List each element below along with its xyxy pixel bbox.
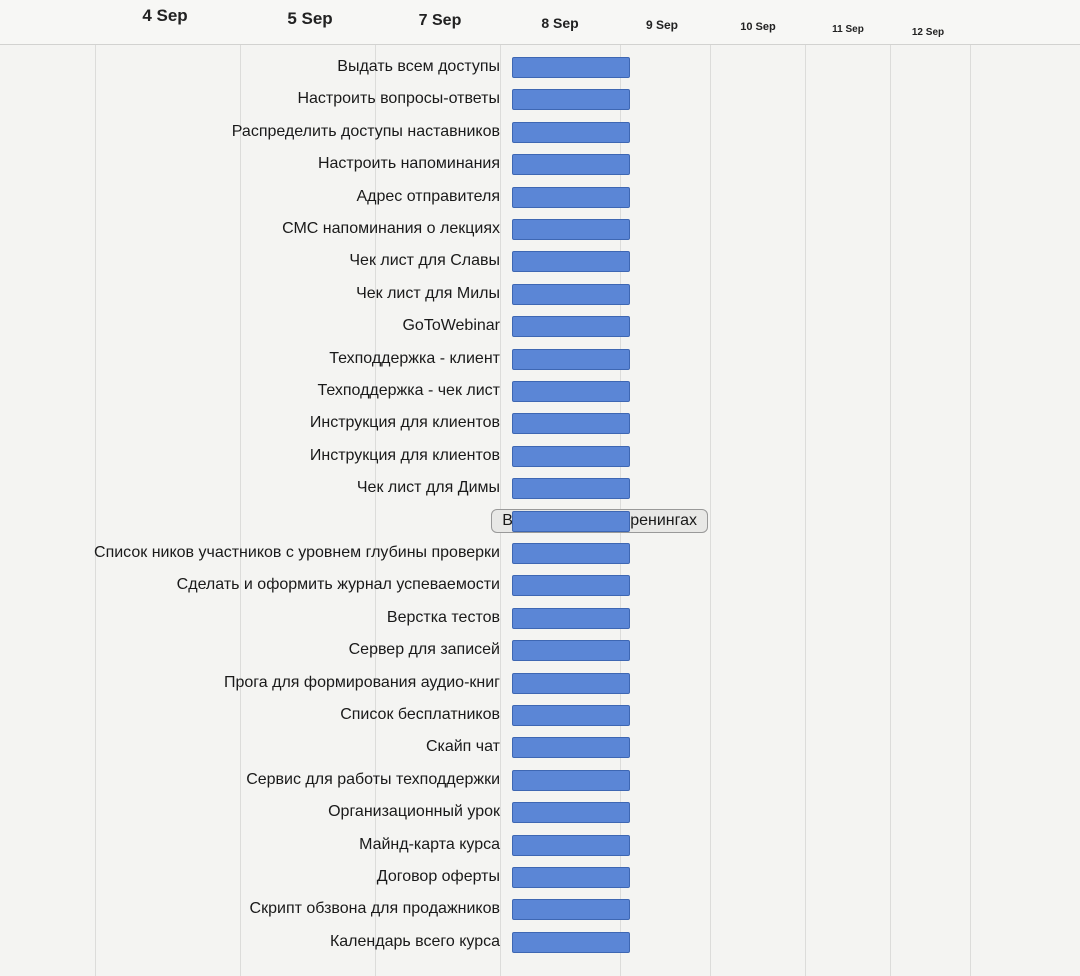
- task-bar[interactable]: [512, 381, 630, 402]
- task-bar[interactable]: [512, 445, 630, 467]
- task-name[interactable]: СМС напоминания о лекциях: [282, 220, 500, 237]
- date-label: 10 Sep: [740, 21, 776, 33]
- task-bar[interactable]: [512, 348, 630, 370]
- task-bar[interactable]: [512, 57, 630, 78]
- task-name[interactable]: Инструкция для клиентов: [309, 446, 500, 464]
- task-bar[interactable]: [512, 802, 630, 824]
- grid-column-line: [710, 0, 711, 976]
- task-bar[interactable]: [512, 121, 630, 143]
- task-name[interactable]: Прога для формирования аудио-книг: [224, 673, 500, 691]
- task-bar[interactable]: [512, 316, 630, 338]
- date-label: 8 Sep: [541, 15, 579, 31]
- task-name[interactable]: Распределить доступы наставников: [231, 122, 500, 140]
- task-name[interactable]: Майнд-карта курса: [359, 835, 500, 853]
- date-label: 9 Sep: [645, 18, 679, 32]
- date-label: 7 Sep: [418, 12, 462, 29]
- task-name[interactable]: Организационный урок: [328, 803, 500, 821]
- task-bar[interactable]: [512, 154, 630, 176]
- task-name[interactable]: Техподдержка - клиент: [329, 349, 500, 367]
- task-name[interactable]: Чек лист для Милы: [356, 284, 500, 302]
- task-bar[interactable]: [512, 607, 630, 629]
- task-name[interactable]: Скрипт обзвона для продажников: [249, 900, 500, 918]
- task-bar[interactable]: [512, 186, 630, 208]
- task-name[interactable]: Настроить вопросы-ответы: [297, 90, 500, 108]
- task-bar[interactable]: [512, 251, 630, 273]
- task-name[interactable]: Выдать всем доступы: [337, 58, 500, 75]
- task-name[interactable]: Инструкция для клиентов: [309, 414, 500, 432]
- grid-column-line: [95, 0, 96, 976]
- task-bar[interactable]: [512, 510, 630, 532]
- date-label: 11 Sep: [832, 24, 864, 35]
- task-name[interactable]: Чек лист для Славы: [349, 252, 500, 270]
- task-bar[interactable]: [512, 705, 630, 726]
- task-bar[interactable]: [512, 89, 630, 111]
- task-bar[interactable]: [512, 899, 630, 921]
- date-label: 4 Sep: [142, 6, 188, 25]
- task-name[interactable]: Техподдержка - чек лист: [317, 382, 500, 399]
- task-bar[interactable]: [512, 219, 630, 240]
- task-name[interactable]: Календарь всего курса: [329, 932, 500, 950]
- task-name[interactable]: Адрес отправителя: [356, 187, 500, 205]
- task-name[interactable]: Верстка тестов: [386, 608, 500, 626]
- task-name[interactable]: Скайп чат: [425, 738, 500, 756]
- task-bar[interactable]: [512, 931, 630, 953]
- task-bar[interactable]: [512, 834, 630, 856]
- timeline-header: 4 Sep 5 Sep 7 Sep 8 Sep 9 Sep 10 Sep 11 Sep 12 …: [0, 0, 1080, 45]
- task-bar[interactable]: [512, 769, 630, 791]
- grid-column-line: [240, 0, 241, 976]
- task-bar[interactable]: [512, 737, 630, 759]
- task-name[interactable]: Список бесплатников: [340, 706, 500, 723]
- date-label: 5 Sep: [287, 9, 333, 28]
- task-bar[interactable]: [512, 672, 630, 694]
- task-bar[interactable]: [512, 867, 630, 888]
- task-name[interactable]: Сделать и оформить журнал успеваемости: [176, 576, 500, 594]
- grid-column-line: [375, 0, 376, 976]
- grid-column-line: [970, 0, 971, 976]
- task-bar[interactable]: [512, 283, 630, 305]
- task-name[interactable]: GoToWebinar: [402, 317, 500, 335]
- task-name[interactable]: Сервер для записей: [348, 641, 500, 659]
- task-name[interactable]: Настроить напоминания: [317, 155, 500, 173]
- task-bar[interactable]: [512, 543, 630, 564]
- date-label: 12 Sep: [911, 27, 945, 38]
- task-bar[interactable]: [512, 575, 630, 597]
- grid-column-line: [890, 0, 891, 976]
- task-name[interactable]: Список ников участников с уровнем глубин…: [94, 544, 500, 561]
- grid-column-line: [500, 0, 501, 976]
- grid-column-line: [805, 0, 806, 976]
- task-bar[interactable]: [512, 413, 630, 435]
- task-bar[interactable]: [512, 640, 630, 662]
- task-name[interactable]: Договор оферты: [376, 868, 500, 885]
- task-bar[interactable]: [512, 478, 630, 500]
- task-name[interactable]: Сервис для работы техподдержки: [246, 770, 500, 788]
- task-name[interactable]: Чек лист для Димы: [356, 479, 500, 497]
